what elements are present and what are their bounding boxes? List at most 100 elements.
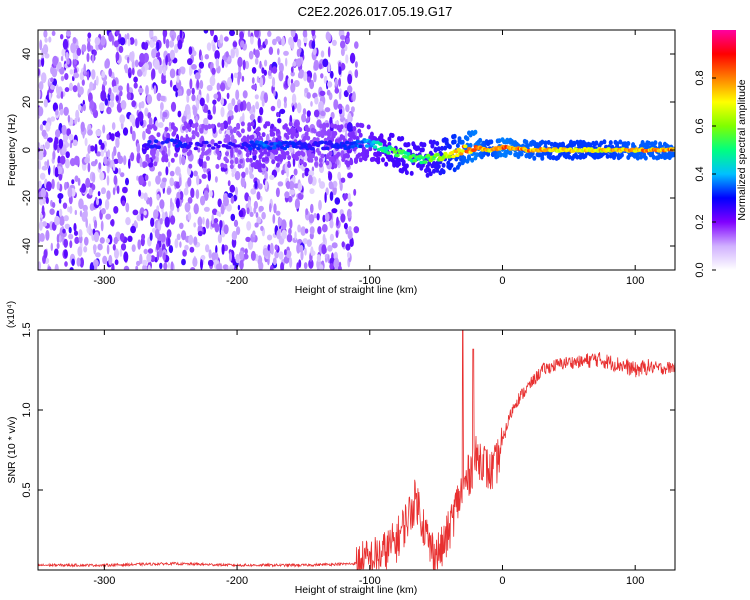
snr-scale-label: (x10⁴) xyxy=(6,301,17,328)
snr-y-label: SNR (10 * v/v) xyxy=(6,416,18,483)
noise-speck xyxy=(153,85,157,95)
noise-speck xyxy=(301,113,307,123)
noise-speck xyxy=(73,222,77,232)
noise-speck xyxy=(129,114,135,123)
noise-speck xyxy=(38,180,42,189)
snr-x-tick-label: 100 xyxy=(626,575,644,587)
noise-speck xyxy=(281,169,285,176)
noise-speck xyxy=(114,131,121,138)
noise-speck xyxy=(85,177,91,188)
noise-speck xyxy=(75,109,80,120)
noise-speck xyxy=(150,255,156,263)
noise-speck xyxy=(135,265,139,270)
noise-speck xyxy=(175,168,180,174)
noise-speck xyxy=(262,247,269,257)
noise-speck xyxy=(93,50,97,56)
noise-speck xyxy=(58,138,64,149)
noise-speck xyxy=(347,73,353,85)
noise-speck xyxy=(323,77,327,84)
noise-speck xyxy=(231,237,237,248)
noise-speck xyxy=(242,112,245,124)
ridge-halo xyxy=(425,172,430,178)
noise-speck xyxy=(41,221,48,227)
noise-speck xyxy=(322,233,326,244)
spectrogram-y-tick-label: -40 xyxy=(21,238,33,254)
noise-speck xyxy=(44,161,48,167)
noise-speck xyxy=(254,222,259,228)
noise-speck xyxy=(197,230,203,237)
noise-speck xyxy=(164,216,170,228)
noise-speck xyxy=(76,47,82,57)
ridge-halo xyxy=(210,123,215,129)
noise-speck xyxy=(89,81,94,91)
noise-speck xyxy=(276,98,282,109)
noise-speck xyxy=(189,246,195,253)
noise-speck xyxy=(235,186,238,196)
noise-speck xyxy=(290,30,296,38)
noise-speck xyxy=(105,213,112,220)
noise-speck xyxy=(203,206,210,212)
noise-speck xyxy=(129,52,135,63)
snr-panel: -300 -200 -100 0 100 0.5 1.0 1.5 Height of stra… xyxy=(6,301,676,596)
noise-speck xyxy=(346,122,353,132)
noise-speck xyxy=(229,264,233,270)
noise-speck xyxy=(169,177,174,187)
noise-speck xyxy=(138,189,142,197)
ridge-halo xyxy=(532,155,537,161)
noise-speck xyxy=(207,109,211,115)
ridge-halo xyxy=(365,153,370,159)
ridge-halo xyxy=(430,143,435,149)
noise-speck xyxy=(151,68,156,80)
ridge-core xyxy=(226,145,232,150)
ridge-halo xyxy=(232,127,237,133)
ridge-halo xyxy=(237,163,242,169)
ridge-halo xyxy=(317,132,322,138)
noise-speck xyxy=(258,205,264,212)
noise-speck xyxy=(322,214,326,223)
noise-speck xyxy=(296,48,301,58)
noise-speck xyxy=(320,110,326,117)
ridge-core xyxy=(459,151,464,156)
ridge-halo xyxy=(194,122,199,128)
noise-speck xyxy=(309,188,315,195)
ridge-halo xyxy=(435,141,440,146)
noise-speck xyxy=(270,105,276,112)
ridge-core xyxy=(193,146,199,151)
snr-y-tick-label: 1.0 xyxy=(21,402,33,417)
ridge-core xyxy=(386,151,391,155)
noise-speck xyxy=(108,68,112,77)
ridge-core xyxy=(463,144,468,149)
noise-speck xyxy=(160,182,166,189)
snr-series-line xyxy=(38,330,675,570)
noise-speck xyxy=(219,82,226,92)
noise-speck xyxy=(283,100,287,109)
noise-speck xyxy=(200,259,203,270)
noise-speck xyxy=(242,59,246,71)
noise-speck xyxy=(106,244,110,255)
noise-speck xyxy=(116,185,120,194)
noise-speck xyxy=(47,266,52,270)
noise-speck xyxy=(204,54,209,60)
ridge-core xyxy=(246,144,252,148)
noise-speck xyxy=(111,151,115,161)
ridge-core xyxy=(165,137,171,142)
ridge-halo xyxy=(436,164,441,169)
noise-speck xyxy=(162,252,166,262)
noise-speck xyxy=(197,94,201,101)
noise-speck xyxy=(338,66,342,76)
ridge-core xyxy=(156,145,161,149)
noise-speck xyxy=(227,180,231,187)
noise-speck xyxy=(54,263,59,270)
ridge-core xyxy=(294,145,299,149)
noise-speck xyxy=(106,133,110,141)
noise-speck xyxy=(274,250,279,259)
noise-speck xyxy=(345,54,349,64)
ridge-halo xyxy=(357,152,362,158)
noise-speck xyxy=(161,211,166,222)
noise-speck xyxy=(134,59,139,68)
noise-speck xyxy=(313,72,317,83)
figure-title: C2E2.2026.017.05.19.G17 xyxy=(298,4,453,19)
spectrogram-x-tick-label: -100 xyxy=(359,275,381,287)
noise-speck xyxy=(310,203,314,214)
noise-speck xyxy=(284,191,290,199)
